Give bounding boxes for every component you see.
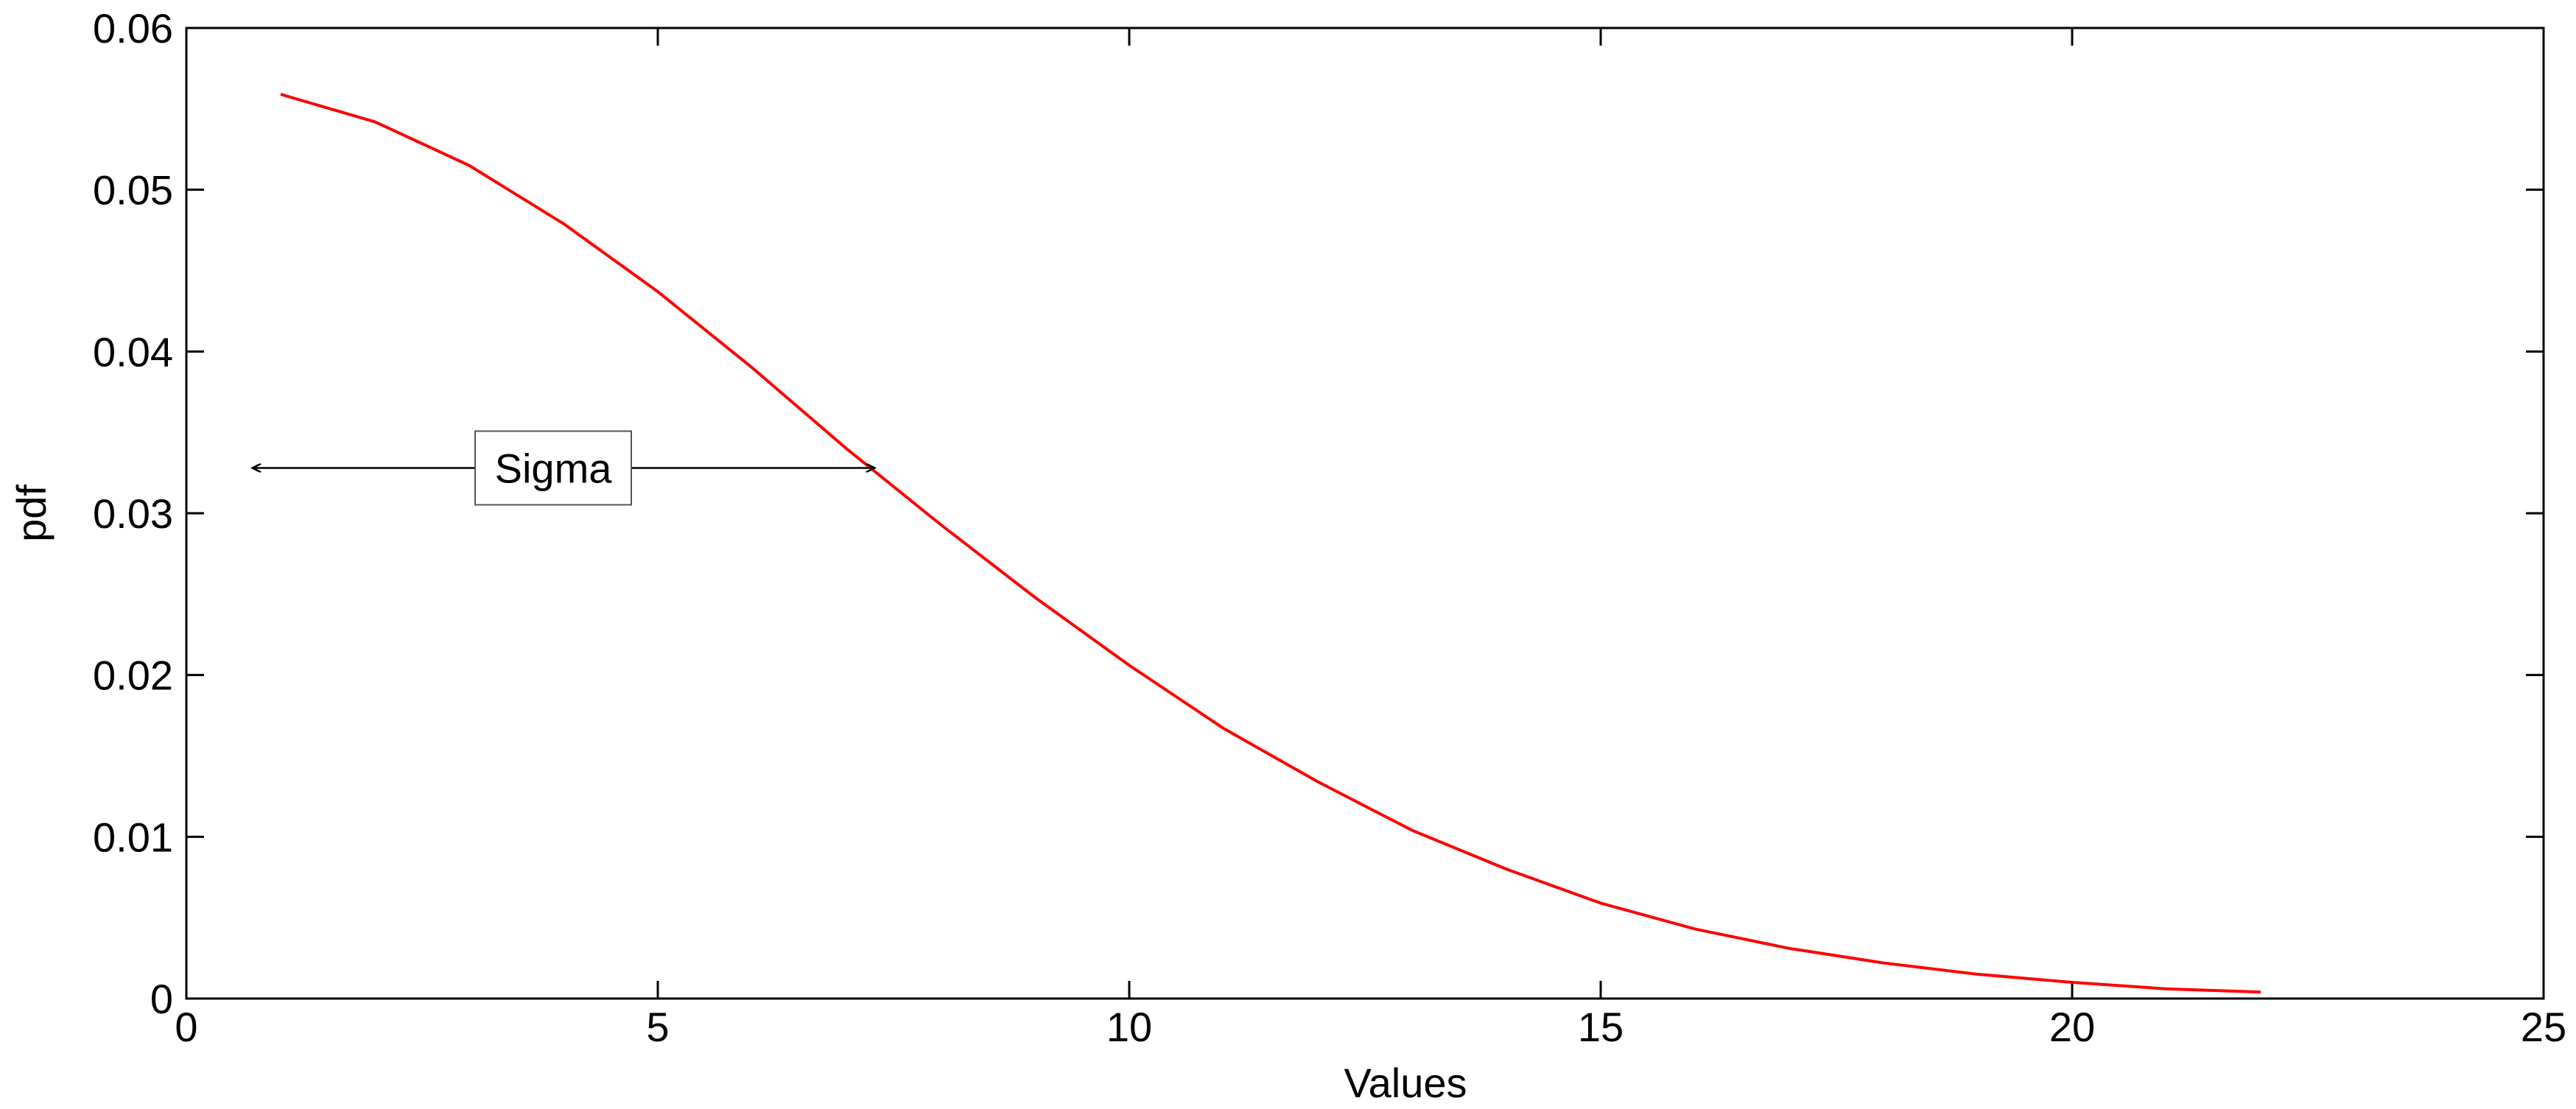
y-axis-title: pdf — [8, 485, 55, 542]
ticks — [185, 27, 2545, 1000]
sigma-label-box — [474, 430, 632, 506]
x-tick-label: 5 — [646, 1004, 669, 1050]
y-tick-label: 0 — [150, 976, 173, 1022]
sigma-label: Sigma — [495, 445, 613, 491]
x-tick-label: 20 — [2049, 1004, 2095, 1050]
plot-frame — [185, 27, 2545, 1000]
tick-labels: 0 5 10 15 20 25 0 0.01 0.02 0.03 0.04 0.05 0.06 — [93, 5, 2566, 1050]
x-tick-label: 10 — [1106, 1004, 1152, 1050]
y-tick-label: 0.03 — [93, 490, 173, 537]
annotations: Sigma — [253, 430, 875, 506]
x-tick-label: 15 — [1578, 1004, 1624, 1050]
y-tick-label: 0.06 — [93, 5, 173, 52]
series — [280, 93, 2261, 994]
x-axis-title: Values — [1344, 1060, 1467, 1106]
axes — [185, 27, 2545, 1000]
y-tick-label: 0.02 — [93, 652, 173, 699]
y-tick-label: 0.05 — [93, 167, 173, 214]
x-tick-label: 0 — [175, 1004, 197, 1050]
y-tick-label: 0.01 — [93, 814, 173, 860]
y-tick-label: 0.04 — [93, 328, 173, 375]
series-line — [280, 93, 2261, 994]
x-tick-label: 25 — [2521, 1004, 2566, 1050]
